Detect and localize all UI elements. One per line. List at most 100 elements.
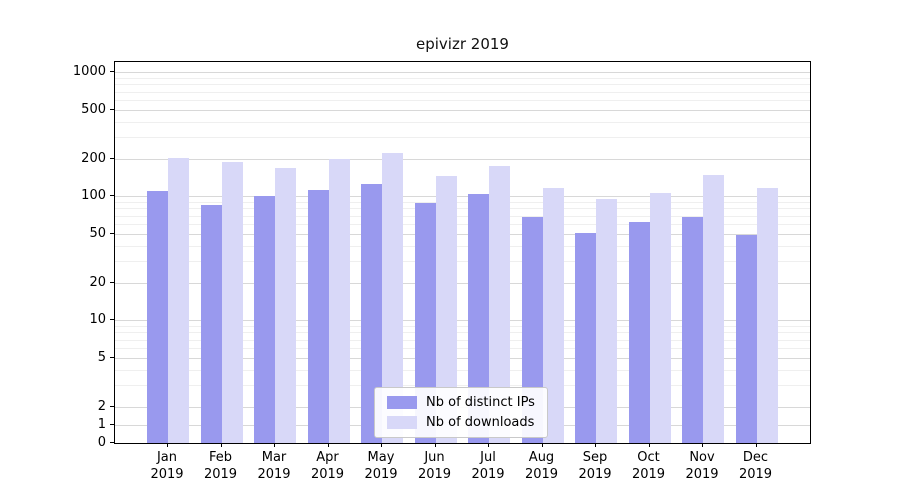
legend-item-distinct-ips: Nb of distinct IPs: [387, 395, 535, 410]
x-tick-month: May: [367, 450, 395, 465]
chart-title: epivizr 2019: [416, 35, 509, 53]
legend-swatch-distinct-ips: [387, 396, 417, 409]
x-tick-month: Jan: [156, 450, 178, 465]
x-tick-mark: [595, 443, 596, 447]
bar-downloads-aug: [542, 187, 564, 443]
y-tick-label: 10: [89, 312, 106, 328]
x-tick-mark: [648, 443, 650, 447]
bar-downloads-nov: [703, 174, 724, 443]
minor-gridline: [115, 78, 810, 79]
x-tick-month: Sep: [582, 450, 608, 465]
x-tick-mark: [488, 443, 489, 447]
x-tick-year: 2019: [257, 467, 291, 482]
bar-distinct-ips-jun: [414, 203, 436, 443]
x-tick-year: 2019: [631, 467, 666, 482]
y-tick-label: 500: [81, 101, 106, 117]
x-tick-year: 2019: [471, 467, 505, 482]
x-tick-year: 2019: [524, 467, 559, 482]
bar-downloads-jun: [435, 175, 457, 443]
legend-label-distinct-ips: Nb of distinct IPs: [426, 395, 535, 410]
major-gridline: [115, 196, 810, 198]
y-tick-mark: [110, 108, 114, 110]
bar-distinct-ips-feb: [200, 205, 222, 443]
y-tick-mark: [110, 406, 114, 407]
x-tick-month: Dec: [742, 450, 769, 465]
minor-gridline: [115, 326, 810, 327]
x-tick-label: Jul 2019: [456, 449, 520, 483]
x-tick-mark: [327, 443, 329, 447]
minor-gridline: [115, 202, 810, 203]
y-tick-mark: [110, 442, 114, 443]
legend-label-downloads: Nb of downloads: [426, 415, 535, 430]
y-tick-label: 1: [97, 417, 106, 432]
minor-gridline: [115, 339, 810, 341]
major-gridline: [115, 357, 810, 359]
bar-downloads-apr: [328, 159, 350, 443]
x-tick-month: Jun: [424, 450, 445, 465]
x-tick-label: Feb 2019: [189, 449, 253, 483]
x-tick-mark: [702, 443, 703, 447]
minor-gridline: [115, 137, 810, 139]
x-tick-mark: [381, 443, 382, 447]
bar-downloads-sep: [596, 199, 617, 443]
minor-gridline: [115, 215, 810, 217]
bar-distinct-ips-jul: [468, 193, 489, 443]
y-tick-label: 200: [81, 151, 106, 166]
major-gridline: [115, 109, 810, 111]
x-tick-label: Jan 2019: [135, 449, 199, 483]
y-tick-mark: [110, 424, 114, 425]
minor-gridline: [115, 91, 810, 93]
y-tick-label: 1000: [72, 64, 106, 80]
bar-downloads-dec: [756, 187, 778, 443]
minor-gridline: [115, 99, 810, 101]
x-tick-month: Oct: [637, 450, 660, 465]
x-tick-mark: [755, 443, 757, 447]
bar-downloads-feb: [221, 161, 243, 443]
major-gridline: [115, 283, 810, 284]
y-tick-label: 100: [81, 188, 106, 204]
bar-distinct-ips-mar: [254, 196, 275, 443]
x-tick-label: Apr 2019: [296, 449, 360, 483]
bar-distinct-ips-sep: [575, 232, 596, 443]
minor-gridline: [115, 385, 810, 387]
x-tick-month: Jul: [480, 450, 496, 465]
bar-distinct-ips-aug: [521, 217, 543, 443]
x-tick-month: Feb: [208, 450, 233, 465]
bar-distinct-ips-may: [361, 183, 382, 443]
x-tick-year: 2019: [578, 467, 612, 482]
legend: Nb of distinct IPs Nb of downloads: [374, 387, 548, 438]
bar-distinct-ips-jan: [147, 191, 168, 443]
y-tick-label: 0: [97, 435, 106, 450]
plot-area: [114, 61, 811, 444]
bar-downloads-oct: [649, 193, 671, 443]
major-gridline: [115, 233, 810, 235]
y-tick-mark: [110, 319, 114, 321]
minor-gridline: [115, 208, 810, 210]
minor-gridline: [115, 84, 810, 86]
minor-gridline: [115, 347, 810, 349]
bar-downloads-jan: [168, 157, 189, 443]
y-tick-mark: [110, 195, 114, 197]
x-tick-mark: [167, 443, 168, 447]
x-tick-mark: [434, 443, 436, 447]
minor-gridline: [115, 332, 810, 334]
x-tick-year: 2019: [150, 467, 184, 482]
legend-item-downloads: Nb of downloads: [387, 415, 535, 430]
x-tick-label: Mar 2019: [242, 449, 306, 483]
minor-gridline: [115, 121, 810, 123]
minor-gridline: [115, 369, 810, 371]
bar-downloads-jul: [489, 165, 510, 443]
x-tick-label: Oct 2019: [617, 449, 681, 483]
x-tick-label: May 2019: [349, 449, 413, 483]
x-tick-year: 2019: [685, 467, 719, 482]
x-tick-label: Jun 2019: [403, 449, 467, 483]
major-gridline: [115, 72, 810, 74]
legend-swatch-downloads: [387, 416, 417, 429]
y-tick-mark: [110, 282, 114, 283]
x-tick-mark: [541, 443, 543, 447]
x-tick-label: Aug 2019: [510, 449, 574, 483]
minor-gridline: [115, 261, 810, 263]
y-tick-mark: [110, 158, 114, 159]
bar-distinct-ips-nov: [682, 217, 703, 443]
x-tick-month: Nov: [689, 450, 715, 465]
